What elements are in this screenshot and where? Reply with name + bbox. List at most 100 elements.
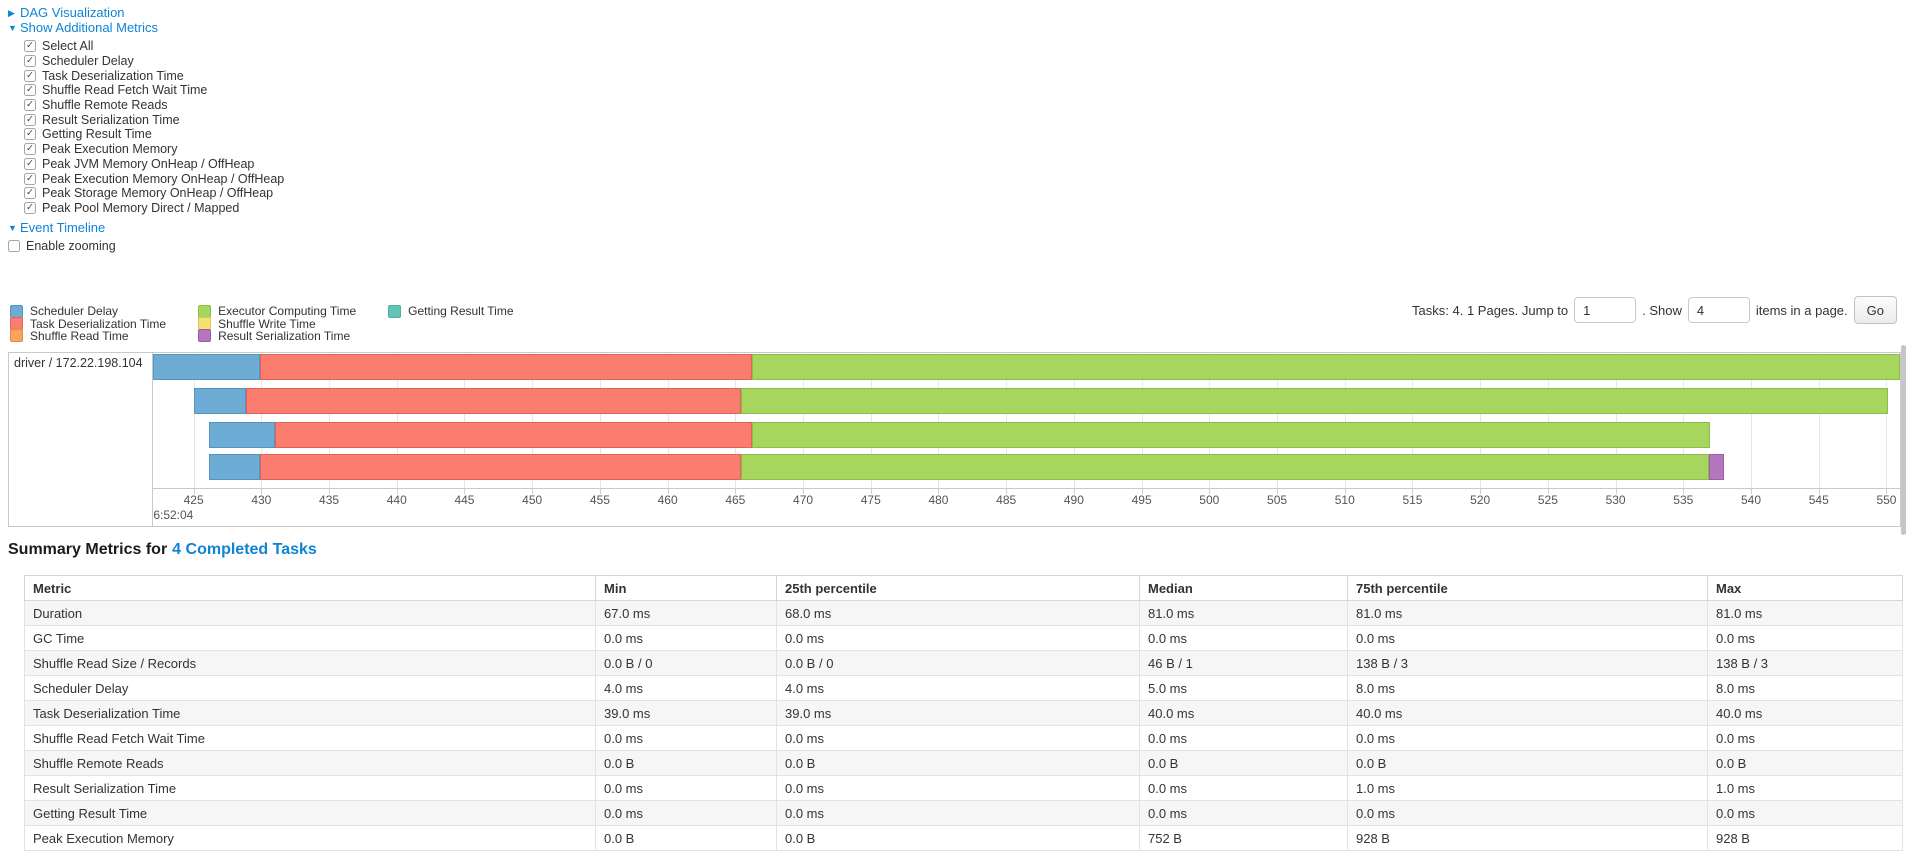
task-1-task-deserialization-bar (259, 354, 752, 380)
axis-tick-label: 540 (1741, 493, 1762, 507)
axis-tick-label: 485 (996, 493, 1017, 507)
metric-checkbox-peak-pool-memory-direct-mapped[interactable]: ✓ Peak Pool Memory Direct / Mapped (8, 201, 284, 216)
gridline (1073, 353, 1075, 488)
metric-value-cell: 40.0 ms (1347, 700, 1708, 726)
legend-item-executor-computing-time: Executor Computing Time (198, 304, 357, 319)
event-timeline-label: Event Timeline (20, 220, 106, 236)
metric-value-cell: 39.0 ms (595, 700, 777, 726)
legend-item-shuffle-read-time: Shuffle Read Time (10, 329, 166, 343)
legend-label: Result Serialization Time (218, 328, 351, 343)
gridline (464, 353, 466, 488)
task-pagination: Tasks: 4. 1 Pages. Jump to . Show items … (1412, 296, 1897, 324)
axis-tick-label: 475 (860, 493, 881, 507)
metric-value-cell: 0.0 ms (595, 775, 777, 801)
metric-checkbox-label: Task Deserialization Time (42, 68, 184, 83)
axis-tick-label: 480 (928, 493, 949, 507)
metric-value-cell: 0.0 ms (595, 800, 777, 826)
metric-checkbox-shuffle-read-fetch-wait-time[interactable]: ✓ Shuffle Read Fetch Wait Time (8, 83, 284, 98)
dag-visualization-toggle[interactable]: ▶ DAG Visualization (8, 5, 284, 20)
axis-tick (1277, 489, 1279, 494)
gridline (1141, 353, 1143, 488)
checkbox-checked-icon: ✓ (24, 172, 36, 185)
legend-item-shuffle-write-time: Shuffle Write Time (198, 316, 356, 331)
metric-value-cell: 39.0 ms (776, 700, 1140, 726)
metric-checkbox-label: Peak Storage Memory OnHeap / OffHeap (42, 186, 274, 201)
dag-visualization-label: DAG Visualization (20, 5, 125, 20)
metric-value-cell: 46 B / 1 (1139, 650, 1348, 676)
enable-zooming-label: Enable zooming (26, 238, 116, 253)
completed-tasks-link[interactable]: 4 Completed Tasks (172, 541, 317, 558)
metric-checkbox-scheduler-delay[interactable]: ✓ Scheduler Delay (8, 54, 284, 69)
metric-checkbox-label: Peak Execution Memory OnHeap / OffHeap (42, 171, 285, 186)
metric-value-cell: 0.0 B (1707, 750, 1903, 776)
task-1-executor-computing-bar (751, 354, 1900, 380)
metric-name-cell: Shuffle Remote Reads (24, 750, 596, 776)
table-row-result-serialization-time: Result Serialization Time 0.0 ms 0.0 ms 0.0… (24, 775, 1903, 801)
axis-tick-label: 445 (454, 493, 475, 507)
task-3-executor-computing-bar (751, 422, 1711, 448)
legend-label: Shuffle Write Time (218, 316, 316, 331)
gridline (667, 353, 669, 488)
axis-tick (532, 489, 534, 494)
pagination-suffix-text: items in a page. (1755, 302, 1848, 318)
axis-tick (938, 489, 940, 494)
metric-checkbox-label: Shuffle Remote Reads (42, 98, 168, 113)
legend-swatch-icon (198, 317, 212, 331)
summary-heading-prefix: Summary Metrics for (8, 541, 168, 558)
metric-value-cell: 0.0 ms (1139, 775, 1348, 801)
checkbox-checked-icon: ✓ (24, 69, 36, 82)
show-additional-metrics-label: Show Additional Metrics (20, 20, 159, 35)
go-button[interactable]: Go (1853, 296, 1897, 324)
legend-item-getting-result-time: Getting Result Time (388, 304, 514, 319)
show-items-input[interactable] (1687, 297, 1750, 323)
gridline (1344, 353, 1346, 488)
timeline-bars (153, 353, 1900, 488)
metric-value-cell: 752 B (1139, 825, 1348, 851)
stage-page-controls: ▶ DAG Visualization ▼ Show Additional Metr… (8, 5, 284, 253)
metric-value-cell: 928 B (1707, 825, 1903, 851)
enable-zooming-checkbox[interactable]: ✓ Enable zooming (8, 238, 284, 253)
metric-checkbox-peak-jvm-memory-onheap-offheap[interactable]: ✓ Peak JVM Memory OnHeap / OffHeap (8, 157, 284, 172)
metric-checkbox-peak-storage-memory-onheap-offheap[interactable]: ✓ Peak Storage Memory OnHeap / OffHeap (8, 186, 284, 201)
legend-label: Getting Result Time (408, 304, 514, 319)
metric-value-cell: 0.0 ms (1139, 625, 1348, 651)
metric-checkbox-task-deserialization-time[interactable]: ✓ Task Deserialization Time (8, 68, 284, 83)
scrollbar[interactable] (1901, 345, 1906, 535)
legend-label: Executor Computing Time (218, 304, 357, 319)
checkbox-checked-icon: ✓ (24, 55, 36, 68)
metric-value-cell: 4.0 ms (776, 675, 1140, 701)
metric-value-cell: 0.0 B (595, 750, 777, 776)
metric-checkbox-peak-execution-memory-onheap-offheap[interactable]: ✓ Peak Execution Memory OnHeap / OffHeap (8, 171, 284, 186)
axis-tick (1886, 489, 1888, 494)
metric-checkbox-result-serialization-time[interactable]: ✓ Result Serialization Time (8, 112, 284, 127)
legend-label: Scheduler Delay (30, 304, 119, 319)
column-header-25th-percentile: 25th percentile (776, 575, 1140, 601)
event-timeline-toggle[interactable]: ▼ Event Timeline (8, 220, 284, 235)
legend-item-scheduler-delay: Scheduler Delay (10, 304, 166, 319)
gridline (1683, 353, 1685, 488)
metric-checkbox-getting-result-time[interactable]: ✓ Getting Result Time (8, 127, 284, 142)
checkbox-checked-icon: ✓ (24, 40, 36, 53)
axis-tick (396, 489, 398, 494)
metric-name-cell: Getting Result Time (24, 800, 596, 826)
checkbox-checked-icon: ✓ (24, 143, 36, 156)
gridline (1818, 353, 1820, 488)
metric-checkbox-select-all[interactable]: ✓ Select All (8, 39, 284, 54)
metric-value-cell: 0.0 B (776, 750, 1140, 776)
metric-checkbox-peak-execution-memory[interactable]: ✓ Peak Execution Memory (8, 142, 284, 157)
metric-value-cell: 0.0 B / 0 (776, 650, 1140, 676)
axis-tick-label: 510 (1334, 493, 1355, 507)
metric-value-cell: 0.0 B (595, 825, 777, 851)
metric-name-cell: Shuffle Read Fetch Wait Time (24, 725, 596, 751)
metric-value-cell: 0.0 ms (1707, 625, 1903, 651)
checkbox-unchecked-icon: ✓ (8, 239, 20, 252)
table-row-duration: Duration 67.0 ms 68.0 ms 81.0 ms 81.0 ms 81.0… (24, 600, 1903, 626)
metric-checkbox-shuffle-remote-reads[interactable]: ✓ Shuffle Remote Reads (8, 98, 284, 113)
axis-tick (1344, 489, 1346, 494)
axis-tick (870, 489, 872, 494)
gridline (1547, 353, 1549, 488)
metric-checkbox-label: Peak JVM Memory OnHeap / OffHeap (42, 156, 255, 171)
axis-tick-label: 470 (793, 493, 814, 507)
jump-to-page-input[interactable] (1574, 297, 1637, 323)
show-additional-metrics-toggle[interactable]: ▼ Show Additional Metrics (8, 20, 284, 35)
